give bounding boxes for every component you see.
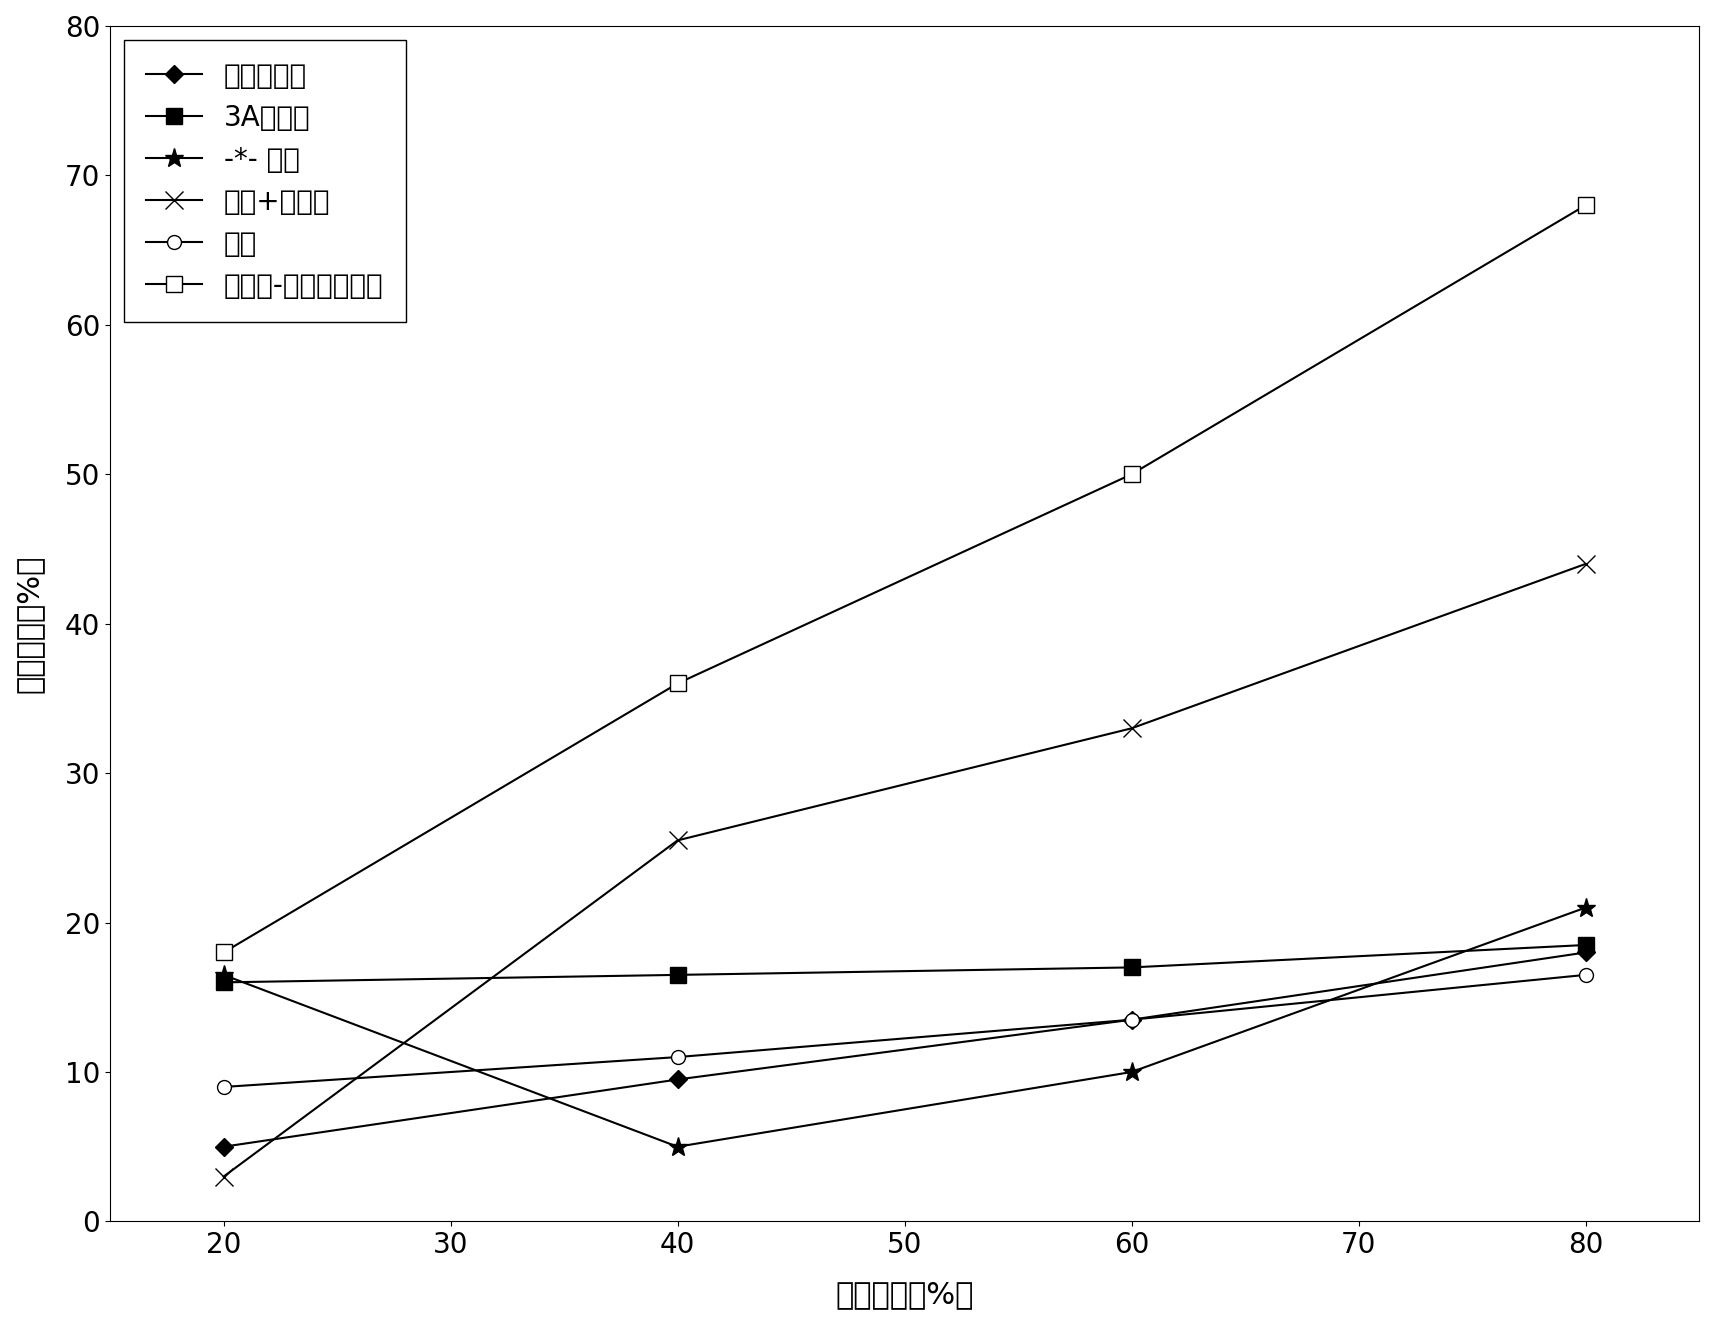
Line: 凹土+氯化钓: 凹土+氯化钓: [214, 555, 1594, 1186]
3A分子筛: [1575, 937, 1596, 953]
凹土+氯化钓: [1575, 556, 1596, 572]
凹土+氯化钓: [667, 833, 687, 849]
Line: 3A分子筛: 3A分子筛: [216, 937, 1592, 990]
硅胶: [667, 1139, 687, 1155]
3A分子筛: [213, 974, 233, 990]
凹土: [667, 1049, 687, 1064]
中空干燥剂: [1121, 1012, 1142, 1027]
硅胶: [1575, 900, 1596, 916]
废酸液-凹凸棒石粘土: [213, 944, 233, 960]
Line: 硅胶: 硅胶: [214, 898, 1596, 1156]
凹土: [1575, 967, 1596, 982]
硅胶: [213, 967, 233, 982]
硅胶: [1121, 1064, 1142, 1080]
Line: 中空干燥剂: 中空干燥剂: [218, 947, 1592, 1153]
中空干燥剂: [667, 1071, 687, 1087]
凹土+氯化钓: [213, 1169, 233, 1185]
Line: 凹土: 凹土: [216, 968, 1592, 1094]
Y-axis label: 吸附水量（%）: 吸附水量（%）: [15, 555, 45, 692]
凹土+氯化钓: [1121, 720, 1142, 736]
中空干燥剂: [1575, 944, 1596, 960]
凹土: [213, 1079, 233, 1095]
废酸液-凹凸棒石粘土: [1121, 466, 1142, 482]
Legend: 中空干燥剂, 3A分子筛, -*- 硅胶, 凹土+氯化钓, 凹土, 废酸液-凹凸棒石粘土: 中空干燥剂, 3A分子筛, -*- 硅胶, 凹土+氯化钓, 凹土, 废酸液-凹凸…: [123, 40, 406, 322]
中空干燥剂: [213, 1139, 233, 1155]
3A分子筛: [1121, 960, 1142, 976]
凹土: [1121, 1012, 1142, 1027]
废酸液-凹凸棒石粘土: [667, 675, 687, 691]
废酸液-凹凸棒石粘土: [1575, 197, 1596, 213]
Line: 废酸液-凹凸棒石粘土: 废酸液-凹凸棒石粘土: [216, 197, 1592, 960]
3A分子筛: [667, 967, 687, 982]
X-axis label: 相对湿度（%）: 相对湿度（%）: [835, 1280, 974, 1309]
